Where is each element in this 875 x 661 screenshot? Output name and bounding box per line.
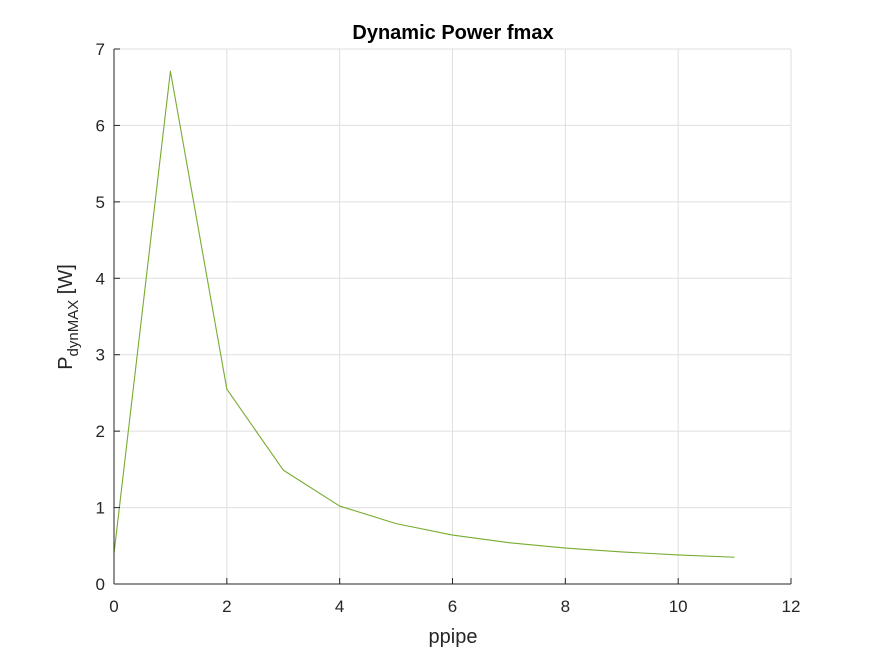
y-tick-label: 2 bbox=[96, 422, 105, 441]
x-axis-title: ppipe bbox=[429, 626, 478, 648]
x-tick-label: 6 bbox=[448, 597, 457, 616]
y-axis-title: PdynMAX [W] bbox=[55, 264, 82, 370]
y-axis-title-suffix: [W] bbox=[55, 264, 77, 300]
x-tick-label: 12 bbox=[782, 597, 801, 616]
y-tick-label: 3 bbox=[96, 346, 105, 365]
y-tick-label: 5 bbox=[96, 193, 105, 212]
chart-title: Dynamic Power fmax bbox=[352, 22, 553, 44]
axes bbox=[113, 48, 792, 585]
y-axis-title-subscript: dynMAX bbox=[65, 300, 82, 357]
x-tick-label: 10 bbox=[669, 597, 688, 616]
x-tick-label: 0 bbox=[109, 597, 118, 616]
y-tick-label: 7 bbox=[96, 40, 105, 59]
series-layer bbox=[113, 70, 735, 558]
x-tick-label: 4 bbox=[335, 597, 344, 616]
x-tick-label: 2 bbox=[222, 597, 231, 616]
x-tick-label: 8 bbox=[561, 597, 570, 616]
series-line bbox=[113, 70, 735, 558]
y-tick-label: 4 bbox=[96, 269, 105, 288]
y-axis-title-main: P bbox=[55, 356, 77, 369]
y-tick-label: 1 bbox=[96, 499, 105, 518]
grid bbox=[113, 48, 792, 585]
y-tick-label: 6 bbox=[96, 116, 105, 135]
y-tick-label: 0 bbox=[96, 575, 105, 594]
